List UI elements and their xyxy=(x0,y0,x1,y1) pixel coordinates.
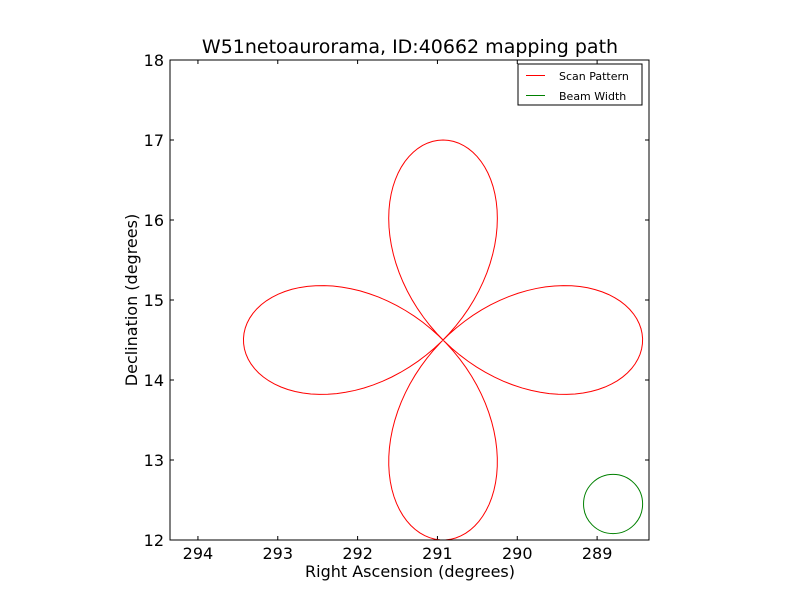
x-axis-label: Right Ascension (degrees) xyxy=(305,562,515,581)
y-tick-label: 14 xyxy=(144,371,164,390)
chart-title: W51netoaurorama, ID:40662 mapping path xyxy=(202,36,618,58)
y-tick-label: 17 xyxy=(144,131,164,150)
plot-frame xyxy=(169,59,650,541)
beam-width-circle xyxy=(583,473,644,535)
y-tick-label: 16 xyxy=(144,211,164,230)
x-tick-label: 292 xyxy=(342,544,373,563)
y-tick-label: 12 xyxy=(144,531,164,550)
y-axis-label: Declination (degrees) xyxy=(122,214,141,386)
y-tick-label: 15 xyxy=(144,291,164,310)
legend-beam-width-label: Beam Width xyxy=(559,90,626,103)
x-tick-label: 289 xyxy=(582,544,613,563)
y-tick-label: 13 xyxy=(144,451,164,470)
y-tick-label: 18 xyxy=(144,51,164,70)
x-tick-label: 293 xyxy=(263,544,294,563)
plot-area xyxy=(170,60,649,540)
legend-box xyxy=(517,63,643,106)
series-layer xyxy=(242,139,644,541)
tick-label-layer: 294 293 292 291 290 289 12 13 14 15 16 17 18 xyxy=(144,51,613,563)
x-tick-label: 291 xyxy=(422,544,453,563)
x-tick-label: 294 xyxy=(183,544,214,563)
x-tick-label: 290 xyxy=(502,544,533,563)
legend: Scan Pattern Beam Width xyxy=(517,63,643,106)
scan-pattern-line xyxy=(242,139,644,541)
legend-scan-pattern-label: Scan Pattern xyxy=(559,70,629,83)
